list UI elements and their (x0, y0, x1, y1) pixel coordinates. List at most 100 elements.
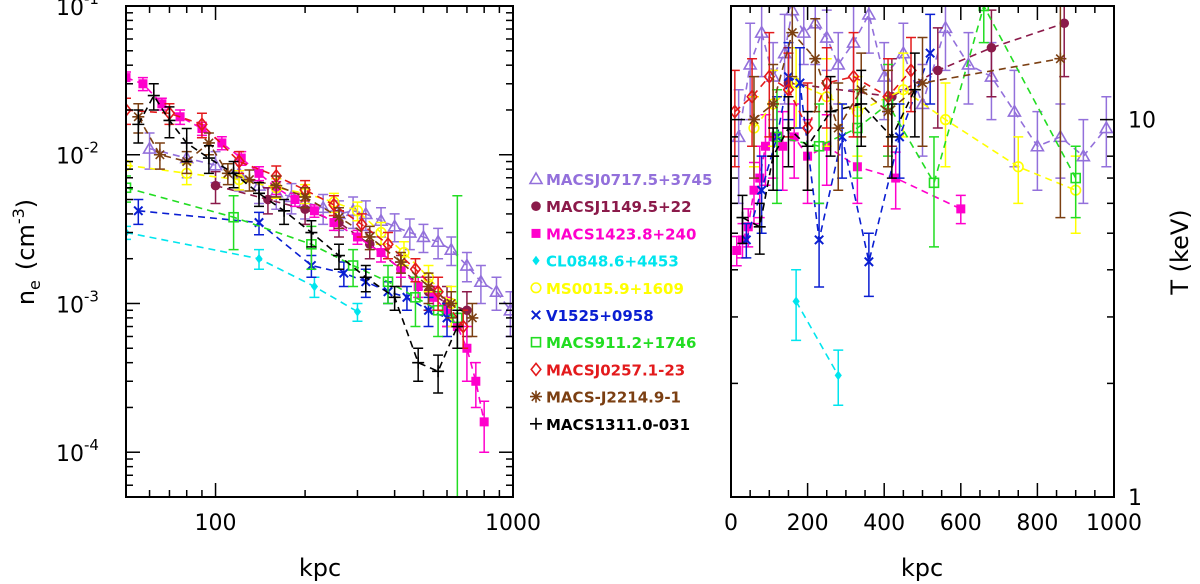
right-point (1012, 161, 1024, 173)
left-errorbar (126, 97, 131, 126)
right-point (928, 177, 940, 189)
left-errorbar (144, 132, 155, 170)
left-point (445, 297, 458, 310)
left-series-macsj0717-5-3745 (142, 132, 513, 338)
left-point (315, 200, 331, 214)
left-errorbar (461, 251, 472, 283)
legend-item-ms0015-9-1609: MS0015.9+1609 (530, 280, 684, 298)
legend-item-macsj1149-5-22: MACSJ1149.5+22 (531, 198, 692, 216)
left-ticks (125, 5, 514, 498)
right-errorbar (917, 36, 928, 147)
right-point (832, 122, 845, 135)
right-point (801, 140, 814, 153)
right-point (882, 105, 895, 118)
right-y-tick-label: 10 (1128, 109, 1156, 134)
left-y-tick-exp: -4 (84, 436, 99, 454)
right-point (939, 114, 952, 126)
left-point (332, 211, 345, 224)
right-errorbar (986, 9, 997, 98)
left-point (471, 376, 481, 386)
right-point (742, 56, 758, 70)
left-point (328, 197, 340, 213)
left-point (432, 365, 445, 378)
left-point (466, 311, 479, 324)
legend: MACSJ0717.5+3745 MACSJ1149.5+22 MACS1423.8… (528, 171, 712, 434)
right-point (795, 78, 805, 88)
left-point (363, 230, 376, 243)
left-point (227, 167, 240, 180)
left-point (299, 190, 312, 203)
left-series-cl0848-6-4453 (126, 225, 363, 322)
right-errorbar (978, 6, 989, 44)
left-point (290, 195, 300, 205)
right-errorbar (1013, 136, 1024, 205)
left-point (382, 276, 394, 288)
left-x-tick-labels: 100 1000 (195, 511, 541, 536)
left-y-tick-base: 10 (56, 0, 84, 21)
left-point (133, 205, 144, 216)
right-x-axis-label: kpc (901, 554, 943, 582)
right-line-macsj0717-5-3745 (737, 7, 1107, 158)
right-point (755, 173, 765, 183)
left-point (310, 281, 319, 292)
right-point (925, 48, 936, 59)
left-y-axis-label: ne(cm-3) (9, 199, 44, 305)
right-point (1059, 18, 1070, 29)
left-errorbar (404, 218, 415, 251)
left-point (233, 154, 245, 169)
left-point (142, 140, 157, 154)
left-point (153, 148, 166, 161)
right-point (746, 89, 758, 104)
left-point (217, 138, 227, 148)
right-x-tick-label: 400 (863, 511, 905, 536)
left-point (180, 136, 193, 149)
legend-label: MACS1423.8+240 (546, 225, 696, 243)
right-point (782, 122, 795, 135)
right-point (753, 220, 766, 233)
left-line-macsj0257-1-23 (126, 109, 464, 327)
legend-item-macs-j2214-9-1: MACS-J2214.9-1 (530, 389, 681, 407)
left-errorbar (491, 276, 502, 312)
left-point (413, 282, 423, 292)
legend-item-v1525-0958: V1525+0958 (531, 307, 654, 325)
left-point (410, 292, 421, 303)
legend-marker (531, 310, 541, 320)
right-point (876, 68, 892, 82)
right-point (796, 25, 812, 38)
left-errorbar (479, 400, 490, 453)
left-point (202, 152, 215, 165)
right-series-cl0848-6-4453 (791, 269, 844, 407)
left-errorbar (348, 248, 359, 288)
right-errorbar (756, 6, 767, 78)
left-errorbar (228, 195, 239, 251)
right-errorbar (932, 27, 943, 129)
right-x-tick-labels: 0 200 400 600 800 1000 (724, 511, 1142, 536)
right-line-v1525-0958 (745, 52, 931, 262)
right-point (1054, 52, 1067, 65)
right-point (824, 105, 837, 118)
right-errorbar (833, 82, 844, 191)
left-y-tick-base: 10 (56, 145, 84, 170)
left-point (208, 157, 223, 171)
left-point (387, 218, 403, 232)
left-errorbar (126, 175, 131, 203)
right-panel: 0 200 400 600 800 1000 1 10 kpc T (keV) (724, 5, 1194, 582)
right-x-tick-label: 1000 (1086, 511, 1142, 536)
left-point (459, 257, 475, 271)
right-point (837, 131, 847, 142)
right-errorbar (928, 136, 939, 248)
legend-label: MACS1311.0-031 (546, 416, 690, 434)
left-errorbar (433, 227, 444, 260)
left-point (126, 102, 132, 118)
left-line-macs1423-8-240 (126, 76, 485, 423)
legend-marker (531, 228, 541, 238)
left-point (243, 173, 256, 186)
left-point (157, 99, 167, 109)
left-point (196, 117, 208, 132)
legend-label: CL0848.6+4453 (546, 253, 679, 271)
right-point (792, 296, 800, 307)
left-errorbar (452, 195, 463, 497)
left-point (473, 274, 489, 288)
left-point (351, 205, 364, 217)
